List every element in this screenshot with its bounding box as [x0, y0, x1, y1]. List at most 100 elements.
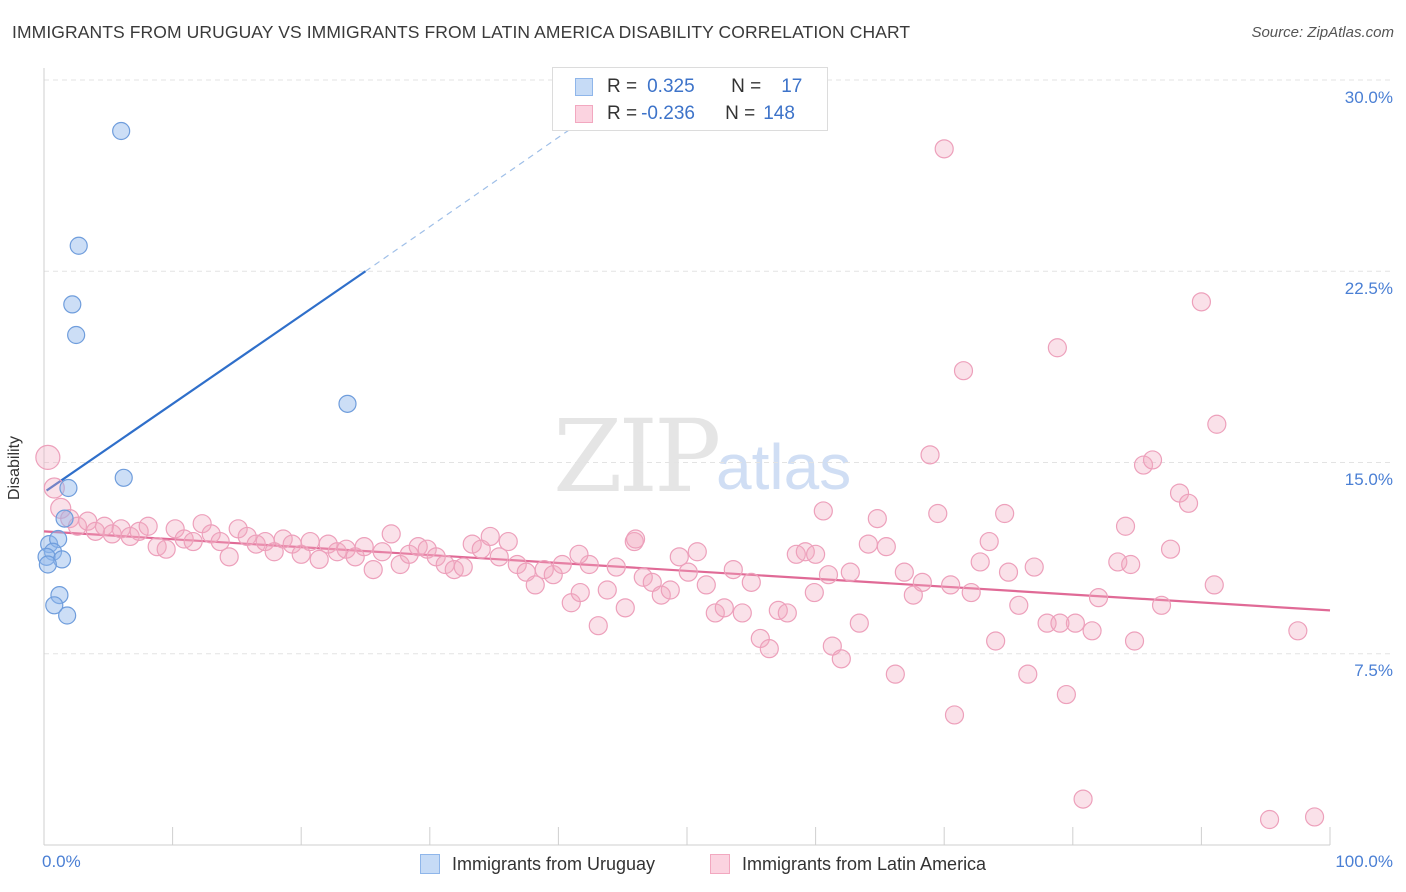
data-point-latin-america: [1160, 539, 1181, 559]
data-point-latin-america: [156, 539, 176, 559]
r-value: -0.236: [641, 103, 695, 124]
data-point-latin-america: [1207, 414, 1227, 434]
data-point-latin-america: [309, 549, 329, 570]
data-point-latin-america: [1204, 575, 1224, 595]
data-point-latin-america: [858, 534, 878, 554]
data-point-latin-america: [849, 613, 869, 633]
data-point-latin-america: [777, 603, 797, 623]
data-point-latin-america: [979, 531, 999, 552]
data-point-latin-america: [1304, 807, 1325, 827]
data-point-latin-america: [363, 559, 383, 580]
data-point-latin-america: [818, 565, 839, 585]
data-point-latin-america: [660, 580, 680, 600]
y-tick-label: 30.0%: [1344, 88, 1393, 107]
data-point-uruguay: [69, 236, 88, 255]
series-uruguay-points: [37, 121, 357, 625]
legend-row-latin-america: R = -0.236 N = 148: [575, 101, 795, 127]
data-point-latin-america: [489, 547, 509, 567]
data-point-uruguay: [45, 596, 64, 615]
data-point-latin-america: [840, 562, 860, 582]
data-point-latin-america: [804, 582, 824, 603]
data-point-latin-america: [85, 521, 106, 541]
data-point-latin-america: [912, 572, 932, 592]
data-point-latin-america: [606, 557, 626, 577]
legend-item-uruguay: Immigrants from Uruguay: [420, 852, 655, 876]
data-point-latin-america: [1082, 621, 1102, 641]
data-point-latin-america: [120, 526, 140, 547]
data-point-latin-america: [35, 444, 61, 470]
data-point-latin-america: [1050, 613, 1070, 633]
data-point-latin-america: [300, 531, 320, 552]
data-point-latin-america: [953, 361, 974, 381]
n-label: N =: [725, 103, 756, 124]
data-point-latin-america: [1142, 450, 1163, 470]
data-point-uruguay: [59, 478, 78, 498]
watermark-zip: ZIP: [553, 398, 721, 515]
swatch-latin-america: [575, 105, 593, 123]
r-label: R =: [607, 76, 638, 97]
data-point-latin-america: [219, 547, 239, 567]
correlation-legend: R = 0.325 N = 17 R = -0.236 N = 148: [552, 67, 828, 131]
data-point-latin-america: [732, 603, 752, 623]
data-point-uruguay: [50, 585, 69, 605]
data-point-latin-america: [597, 580, 617, 600]
grid-lines: [44, 79, 1390, 655]
data-point-latin-america: [1024, 557, 1044, 577]
data-point-latin-america: [928, 503, 948, 524]
r-value: 0.325: [647, 76, 695, 97]
data-point-latin-america: [894, 562, 914, 582]
data-point-uruguay: [52, 550, 72, 569]
n-value: 148: [763, 103, 795, 124]
series-latin-america-points: [35, 139, 1325, 830]
data-point-latin-america: [138, 516, 158, 536]
data-point-uruguay: [112, 121, 131, 141]
swatch-uruguay: [420, 854, 440, 874]
y-tick-label: 15.0%: [1344, 470, 1393, 489]
data-point-uruguay: [114, 468, 133, 487]
y-tick-label: 22.5%: [1344, 279, 1393, 298]
legend-label: Immigrants from Uruguay: [452, 853, 656, 874]
data-point-latin-america: [885, 664, 905, 684]
data-point-latin-america: [669, 547, 689, 567]
data-point-latin-america: [588, 616, 608, 636]
data-point-uruguay: [37, 547, 56, 566]
data-point-latin-america: [759, 639, 779, 659]
data-point-latin-america: [625, 529, 646, 549]
data-point-latin-america: [498, 531, 518, 552]
data-point-latin-america: [615, 598, 635, 618]
data-point-latin-america: [1133, 455, 1154, 475]
data-point-latin-america: [480, 526, 500, 547]
data-point-latin-america: [1191, 292, 1212, 312]
data-point-latin-america: [723, 559, 743, 580]
r-label: R =: [607, 103, 638, 124]
data-point-latin-america: [920, 445, 940, 465]
data-point-latin-america: [1088, 588, 1109, 608]
legend-item-latin-america: Immigrants from Latin America: [710, 852, 986, 876]
data-point-latin-america: [372, 542, 392, 562]
swatch-latin-america: [710, 854, 730, 874]
data-point-latin-america: [552, 554, 572, 575]
data-point-latin-america: [1151, 595, 1172, 615]
data-point-latin-america: [941, 575, 961, 595]
swatch-uruguay: [575, 78, 593, 96]
data-point-latin-america: [354, 537, 374, 557]
chart-title: IMMIGRANTS FROM URUGUAY VS IMMIGRANTS FR…: [12, 22, 911, 42]
data-point-latin-america: [453, 557, 473, 577]
data-point-latin-america: [570, 582, 590, 603]
data-point-uruguay: [63, 295, 82, 314]
data-point-latin-america: [961, 582, 981, 603]
data-point-uruguay: [67, 325, 86, 345]
axes: [43, 68, 1331, 846]
data-point-latin-america: [525, 575, 545, 595]
data-point-latin-america: [805, 544, 826, 564]
data-point-latin-america: [1009, 595, 1029, 615]
data-point-latin-america: [1124, 631, 1145, 651]
source-credit: Source: ZipAtlas.com: [1251, 24, 1394, 41]
data-point-latin-america: [183, 531, 203, 552]
data-point-latin-america: [970, 552, 990, 572]
data-point-latin-america: [687, 542, 707, 562]
data-point-latin-america: [678, 562, 698, 582]
data-point-latin-america: [1115, 516, 1136, 536]
legend-label: Immigrants from Latin America: [742, 853, 987, 874]
